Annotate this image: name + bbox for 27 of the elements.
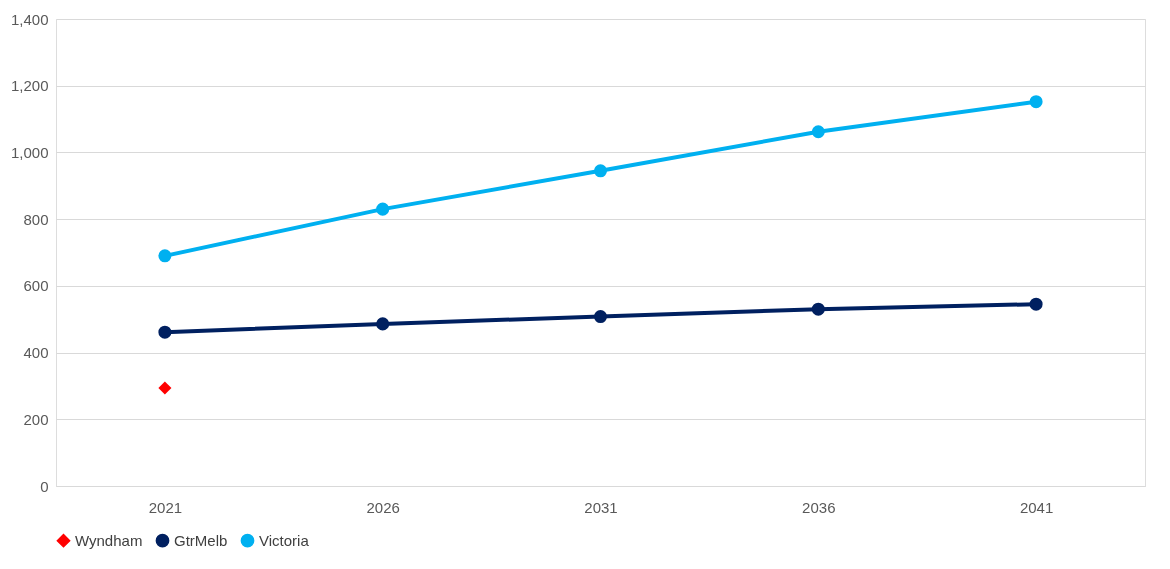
point — [376, 317, 390, 331]
y-tick-label: 0 — [40, 477, 49, 495]
y-tick-label: 600 — [23, 277, 49, 295]
x-tick-label: 2031 — [584, 498, 618, 516]
legend-label: GtrMelb — [174, 531, 228, 549]
x-tick-label: 2021 — [148, 498, 183, 516]
point — [593, 310, 608, 324]
y-tick-label: 200 — [23, 410, 49, 428]
x-tick-label: 2026 — [366, 498, 400, 516]
point — [811, 125, 825, 139]
y-tick-label: 1,200 — [10, 77, 49, 95]
point — [158, 325, 172, 339]
point — [158, 249, 172, 263]
y-tick-label: 800 — [23, 210, 49, 228]
x-tick-label: 2036 — [802, 498, 836, 516]
legend-label: Wyndham — [75, 531, 143, 549]
y-tick-label: 400 — [23, 344, 49, 362]
y-tick-label: 1,400 — [10, 10, 49, 28]
point — [1029, 95, 1043, 109]
point — [158, 381, 172, 395]
point — [811, 302, 825, 316]
x-tick-label: 2041 — [1019, 498, 1054, 516]
y-tick-label: 1,000 — [10, 143, 49, 161]
point — [593, 164, 608, 178]
point — [376, 202, 390, 216]
point — [1029, 297, 1043, 311]
legend-label: Victoria — [259, 531, 310, 549]
